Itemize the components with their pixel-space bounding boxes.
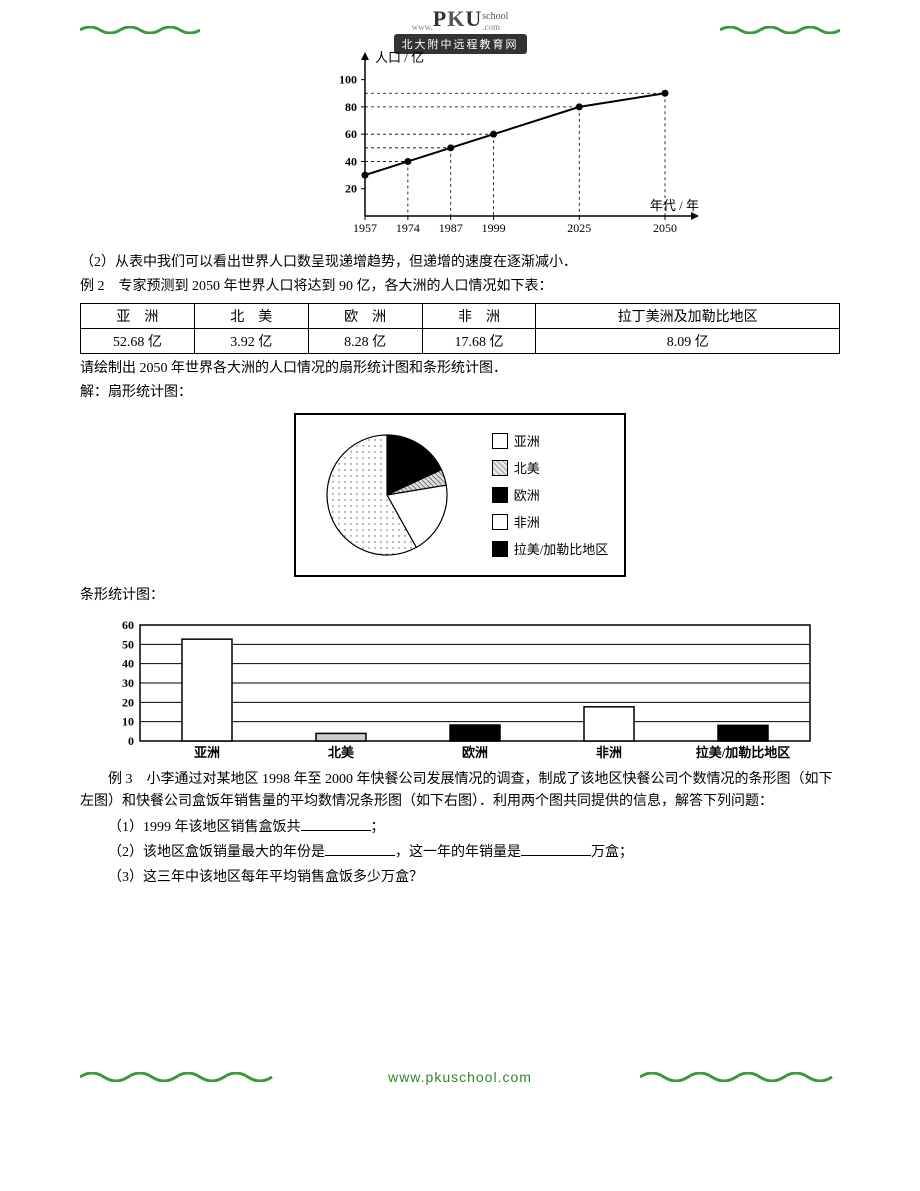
legend-label: 非洲 [514,512,540,531]
svg-text:1957: 1957 [353,221,377,235]
svg-text:10: 10 [122,715,134,729]
pie-chart-svg [312,425,462,565]
legend-label: 欧洲 [514,485,540,504]
header: www. PKU school .com 北大附中远程教育网 [80,20,840,40]
page: www. PKU school .com 北大附中远程教育网 20 40 60 80 1… [0,0,920,1125]
ex3-q3: （3）这三年中该地区每年平均销售盒饭多少万盒？ [80,867,840,889]
table-cell: 8.28 亿 [308,328,422,353]
svg-text:20: 20 [122,695,134,709]
pie-chart-wrap: 亚洲北美欧洲非洲拉美/加勒比地区 [80,413,840,577]
logo-school: school [482,11,508,22]
legend-swatch [492,514,508,530]
wavy-right-icon [720,26,840,34]
para-2: （2）从表中我们可以看出世界人口数呈现递增趋势，但递增的速度在逐渐减小． [80,252,840,274]
ex3-q1-b: ； [371,820,385,835]
svg-text:非洲: 非洲 [596,745,622,760]
logo-www: www. [412,22,433,32]
svg-text:0: 0 [128,734,134,748]
legend-item: 北美 [492,458,609,477]
svg-text:1987: 1987 [439,221,463,235]
svg-text:北美: 北美 [328,745,355,760]
bar-chart-wrap: 0 10 20 30 40 50 60 亚洲 北美 欧洲 非洲 拉美/加勒比地区 [80,615,840,765]
wavy-left-icon [80,1072,280,1082]
footer-wavy-row: www.pkuschool.com [80,1069,840,1085]
ex3-q1-a: （1）1999 年该地区销售盒饭共 [108,820,301,835]
svg-text:亚洲: 亚洲 [194,745,220,760]
legend-item: 欧洲 [492,485,609,504]
ex2-sol-bar: 条形统计图： [80,585,840,607]
wavy-left-icon [80,26,200,34]
content: 20406080100195719741987199920252050人口 / … [80,46,840,889]
table-cell: 52.68 亿 [81,328,195,353]
blank [325,841,395,856]
continent-table: 亚 洲北 美欧 洲非 洲拉丁美洲及加勒比地区 52.68 亿3.92 亿8.28… [80,303,840,354]
wavy-right-icon [640,1072,840,1082]
ex3-q2-a: （2）该地区盒饭销量最大的年份是 [108,845,325,860]
table-header-cell: 拉丁美洲及加勒比地区 [536,303,840,328]
table-cell: 3.92 亿 [194,328,308,353]
legend-swatch [492,487,508,503]
table-cell: 8.09 亿 [536,328,840,353]
ex3-p1: 例 3 小李通过对某地区 1998 年至 2000 年快餐公司发展情况的调查，制… [80,769,840,814]
ex3-q1: （1）1999 年该地区销售盒饭共 ； [80,816,840,839]
svg-text:2050: 2050 [653,221,677,235]
ex3-q2: （2）该地区盒饭销量最大的年份是 ，这一年的年销量是 万盒； [80,841,840,864]
svg-text:100: 100 [339,73,357,87]
svg-text:50: 50 [122,637,134,651]
footer: www.pkuschool.com [80,1069,840,1085]
header-wavy-row: www. PKU school .com 北大附中远程教育网 [80,20,840,40]
pie-legend: 亚洲北美欧洲非洲拉美/加勒比地区 [492,431,609,558]
blank [301,816,371,831]
legend-label: 北美 [514,458,540,477]
legend-label: 拉美/加勒比地区 [514,539,609,558]
svg-text:拉美/加勒比地区: 拉美/加勒比地区 [696,745,791,760]
legend-item: 亚洲 [492,431,609,450]
ex3-q2-b: ，这一年的年销量是 [395,845,521,860]
logo-dotcom: .com [482,22,500,32]
ex2-intro: 例 2 专家预测到 2050 年世界人口将达到 90 亿，各大洲的人口情况如下表… [80,276,840,298]
table-header-cell: 欧 洲 [308,303,422,328]
logo-pku: PKU [433,6,482,32]
ex2-sol-pie: 解：扇形统计图： [80,382,840,404]
table-cell: 17.68 亿 [422,328,536,353]
ex2-task: 请绘制出 2050 年世界各大洲的人口情况的扇形统计图和条形统计图． [80,358,840,380]
logo-top-row: www. PKU school .com [412,6,509,32]
svg-text:80: 80 [345,100,357,114]
legend-label: 亚洲 [514,431,540,450]
blank [521,841,591,856]
svg-text:人口 / 亿: 人口 / 亿 [375,50,424,65]
svg-text:20: 20 [345,182,357,196]
svg-text:2025: 2025 [567,221,591,235]
svg-text:1999: 1999 [482,221,506,235]
table-header-cell: 亚 洲 [81,303,195,328]
line-chart-svg: 20 40 60 80 100 1957 1974 1987 1999 2025 2050 人口 / … [315,46,735,246]
legend-swatch [492,460,508,476]
legend-item: 拉美/加勒比地区 [492,539,609,558]
svg-text:60: 60 [345,127,357,141]
svg-text:40: 40 [345,154,357,168]
footer-url: www.pkuschool.com [388,1069,532,1085]
table-row: 亚 洲北 美欧 洲非 洲拉丁美洲及加勒比地区 [81,303,840,328]
legend-item: 非洲 [492,512,609,531]
svg-text:欧洲: 欧洲 [462,745,488,760]
table-header-cell: 北 美 [194,303,308,328]
legend-swatch [492,541,508,557]
table-header-cell: 非 洲 [422,303,536,328]
line-chart: 20 40 60 80 100 1957 1974 1987 1999 2025 2050 人口 / … [210,46,840,246]
svg-text:1974: 1974 [396,221,420,235]
svg-text:40: 40 [122,657,134,671]
svg-text:30: 30 [122,676,134,690]
table-row: 52.68 亿3.92 亿8.28 亿17.68 亿8.09 亿 [81,328,840,353]
pie-chart-box: 亚洲北美欧洲非洲拉美/加勒比地区 [294,413,627,577]
legend-swatch [492,433,508,449]
svg-text:年代 / 年: 年代 / 年 [650,198,699,213]
ex3-q2-c: 万盒； [591,845,633,860]
bar-chart-svg: 0 10 20 30 40 50 60 亚洲 北美 欧洲 非洲 拉美/加勒比地区 [100,615,820,765]
svg-text:60: 60 [122,618,134,632]
